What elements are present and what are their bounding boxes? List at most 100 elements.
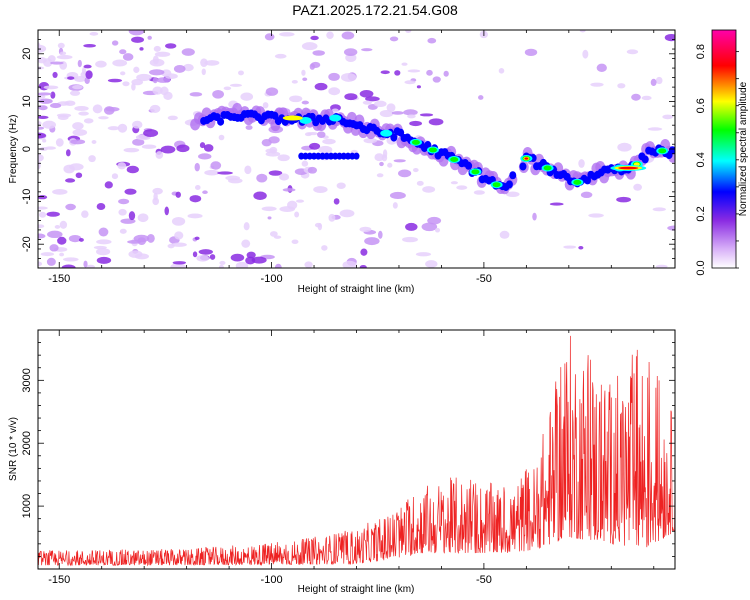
x-tick-label: -50	[476, 574, 492, 586]
noise-blob	[210, 161, 222, 170]
spectrogram-panel: -150 -100 -50 20 10 0 -10 -20 Height of straig…	[8, 29, 676, 295]
noise-blob	[47, 230, 63, 239]
noise-blob	[336, 182, 346, 190]
noise-blob	[652, 207, 666, 212]
noise-blob	[77, 59, 82, 68]
noise-blob	[304, 132, 312, 137]
noise-blob	[415, 252, 432, 257]
noise-blob	[50, 91, 56, 99]
noise-blob	[59, 220, 68, 229]
noise-blob	[256, 173, 268, 183]
noise-blob	[407, 69, 421, 73]
noise-blob	[38, 261, 43, 267]
noise-blob	[182, 63, 194, 72]
noise-blob	[405, 222, 418, 231]
noise-blob	[38, 98, 53, 104]
noise-blob	[588, 213, 604, 218]
noise-blob	[404, 80, 416, 85]
noise-blob	[392, 202, 398, 209]
ridge-core	[465, 161, 473, 170]
noise-blob	[152, 187, 163, 195]
noise-blob	[164, 73, 178, 79]
y-tick-label: 0	[21, 146, 33, 152]
noise-blob	[98, 227, 109, 237]
noise-blob	[72, 122, 84, 130]
noise-blob	[181, 48, 195, 56]
noise-blob	[78, 111, 89, 116]
noise-blob	[42, 120, 56, 129]
noise-blob	[218, 134, 225, 141]
noise-blob	[230, 253, 245, 262]
noise-blob	[49, 244, 59, 252]
noise-blob	[128, 250, 143, 258]
noise-blob	[261, 138, 272, 147]
ridge-core	[340, 152, 347, 160]
noise-blob	[155, 151, 164, 159]
page-title: PAZ1.2025.172.21.54.G08	[292, 2, 458, 18]
noise-blob	[647, 127, 663, 131]
noise-blob	[664, 33, 675, 42]
noise-blob	[152, 55, 159, 65]
noise-blob	[50, 61, 64, 65]
colorbar-ticks: 0.0 0.2 0.4 0.6 0.8	[695, 44, 739, 276]
noise-blob	[153, 45, 161, 52]
noise-blob	[563, 245, 577, 249]
noise-blob	[524, 48, 538, 57]
noise-blob	[310, 61, 321, 69]
noise-blob	[616, 196, 631, 203]
noise-blob	[362, 100, 372, 105]
noise-blob	[310, 35, 319, 41]
noise-blob	[170, 263, 187, 268]
ridge-core	[332, 152, 339, 160]
noise-blob	[119, 228, 127, 234]
noise-blob	[262, 102, 269, 109]
noise-blob	[137, 213, 149, 223]
snr-y-axis-label: SNR (10 * v/v)	[8, 417, 19, 481]
colorbar: 0.0 0.2 0.4 0.6 0.8 Normalized spectral ampl…	[695, 29, 749, 276]
noise-blob	[91, 140, 97, 144]
hotspot	[543, 165, 552, 171]
noise-blob	[301, 160, 309, 167]
noise-blob	[301, 69, 306, 76]
noise-blob	[111, 173, 119, 180]
noise-blob	[118, 198, 130, 205]
x-tick-label: -100	[261, 273, 283, 285]
noise-blob	[218, 264, 224, 268]
noise-blob	[219, 260, 226, 265]
noise-blob	[382, 149, 388, 159]
noise-blob	[650, 78, 657, 87]
noise-blob	[105, 106, 120, 112]
noise-blob	[331, 108, 339, 114]
snr-background	[38, 330, 675, 569]
y-tick-label: 10	[21, 95, 33, 107]
noise-blob	[223, 86, 232, 91]
ridge-core	[315, 152, 322, 160]
noise-blob	[265, 148, 276, 154]
hotspot	[471, 169, 480, 175]
noise-blob	[456, 185, 468, 190]
noise-blob	[279, 32, 295, 37]
noise-blob	[75, 172, 83, 179]
noise-blob	[122, 53, 134, 61]
noise-blob	[126, 165, 139, 174]
noise-blob	[156, 77, 171, 83]
noise-blob	[326, 31, 334, 39]
noise-blob	[83, 260, 88, 268]
colorbar-tick-label: 0.6	[695, 98, 707, 113]
ridge-core	[668, 146, 675, 155]
noise-blob	[363, 137, 378, 144]
noise-blob	[38, 154, 44, 162]
x-tick-label: -100	[261, 574, 283, 586]
noise-blob	[38, 115, 49, 120]
noise-blob	[374, 153, 384, 162]
noise-blob	[64, 100, 76, 106]
noise-blob	[104, 181, 113, 189]
noise-blob	[261, 206, 277, 212]
noise-blob	[268, 170, 283, 176]
ridge-core	[323, 152, 330, 160]
noise-blob	[112, 59, 128, 67]
noise-blob	[243, 222, 250, 231]
noise-blob	[403, 109, 418, 116]
noise-blob	[38, 121, 42, 126]
noise-blob	[361, 48, 373, 52]
